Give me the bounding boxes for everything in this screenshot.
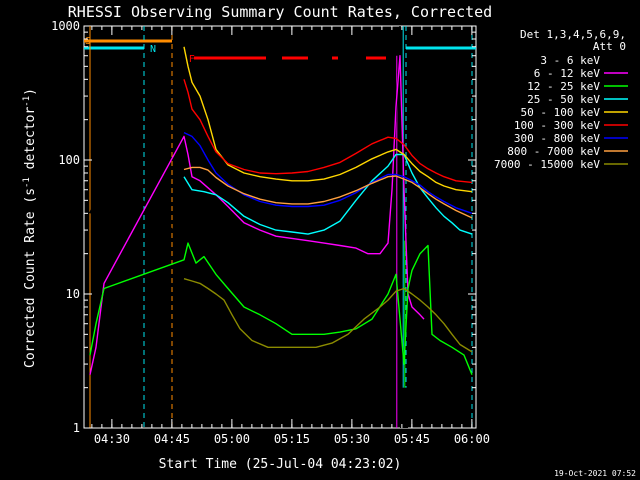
x-tick-label: 06:00: [454, 432, 490, 446]
x-axis-label: Start Time (25-Jul-04 04:23:02): [159, 457, 402, 472]
f-flag-label: F: [189, 54, 195, 65]
series-line-5: [183, 79, 473, 184]
x-tick-label: 04:45: [154, 432, 190, 446]
series-line-6: [183, 131, 473, 214]
y-axis-label: Corrected Count Rate (s-1 detector-1): [22, 88, 38, 368]
plot-frame: [83, 25, 477, 429]
series-line-2: [89, 242, 473, 375]
series-line-3: [183, 153, 473, 235]
y-axis-label-sup2: -1: [22, 96, 32, 107]
y-axis-label-mid: detector: [23, 107, 38, 178]
legend-entry-label: 3 - 6 keV: [540, 54, 600, 67]
n-flag-label: N: [150, 44, 156, 55]
black-block: [400, 387, 408, 428]
legend-header: Att 0: [593, 40, 626, 53]
series-line-8: [183, 278, 473, 353]
y-tick-label: 10: [66, 287, 80, 301]
s-flag-label: S: [85, 36, 91, 47]
y-axis-label-end: ): [23, 88, 38, 96]
y-tick-label: 1: [73, 421, 80, 435]
x-tick-label: 04:30: [94, 432, 130, 446]
status-flags: S N F: [84, 26, 476, 428]
y-tick-label: 1000: [51, 19, 80, 33]
legend-entry-label: 6 - 12 keV: [534, 67, 601, 80]
y-axis-label-main: Corrected Count Rate (s: [23, 188, 38, 368]
x-tick-label: 05:30: [334, 432, 370, 446]
legend-entry-label: 25 - 50 keV: [527, 93, 600, 106]
legend-entry-label: 800 - 7000 keV: [507, 145, 600, 158]
x-tick-label: 05:00: [214, 432, 250, 446]
y-axis-label-sup1: -1: [22, 177, 32, 188]
series-lines: [89, 25, 473, 375]
legend-entry-label: 7000 - 15000 keV: [494, 158, 600, 171]
legend-entry-label: 50 - 100 keV: [521, 106, 601, 119]
plot-axes: [83, 25, 477, 429]
series-line-7: [183, 166, 473, 219]
axis-ticks: 1 10 100 1000 04:30 04:45 05:00 05:15 05:30 05:45…: [51, 19, 490, 446]
legend-entry-label: 100 - 300 keV: [514, 119, 600, 132]
legend-entry-label: 300 - 800 keV: [514, 132, 600, 145]
legend-header: Det 1,3,4,5,6,9,: [520, 28, 626, 41]
x-tick-label: 05:45: [394, 432, 430, 446]
series-line-0: [89, 25, 401, 285]
chart-title: RHESSI Observing Summary Count Rates, Co…: [68, 3, 492, 21]
series-line-4: [183, 46, 473, 193]
legend-entry-label: 12 - 25 keV: [527, 80, 600, 93]
x-tick-label: 05:15: [274, 432, 310, 446]
y-tick-label: 100: [58, 153, 80, 167]
series-line-1: [89, 55, 425, 375]
timestamp: 19-Oct-2021 07:52: [554, 469, 636, 478]
